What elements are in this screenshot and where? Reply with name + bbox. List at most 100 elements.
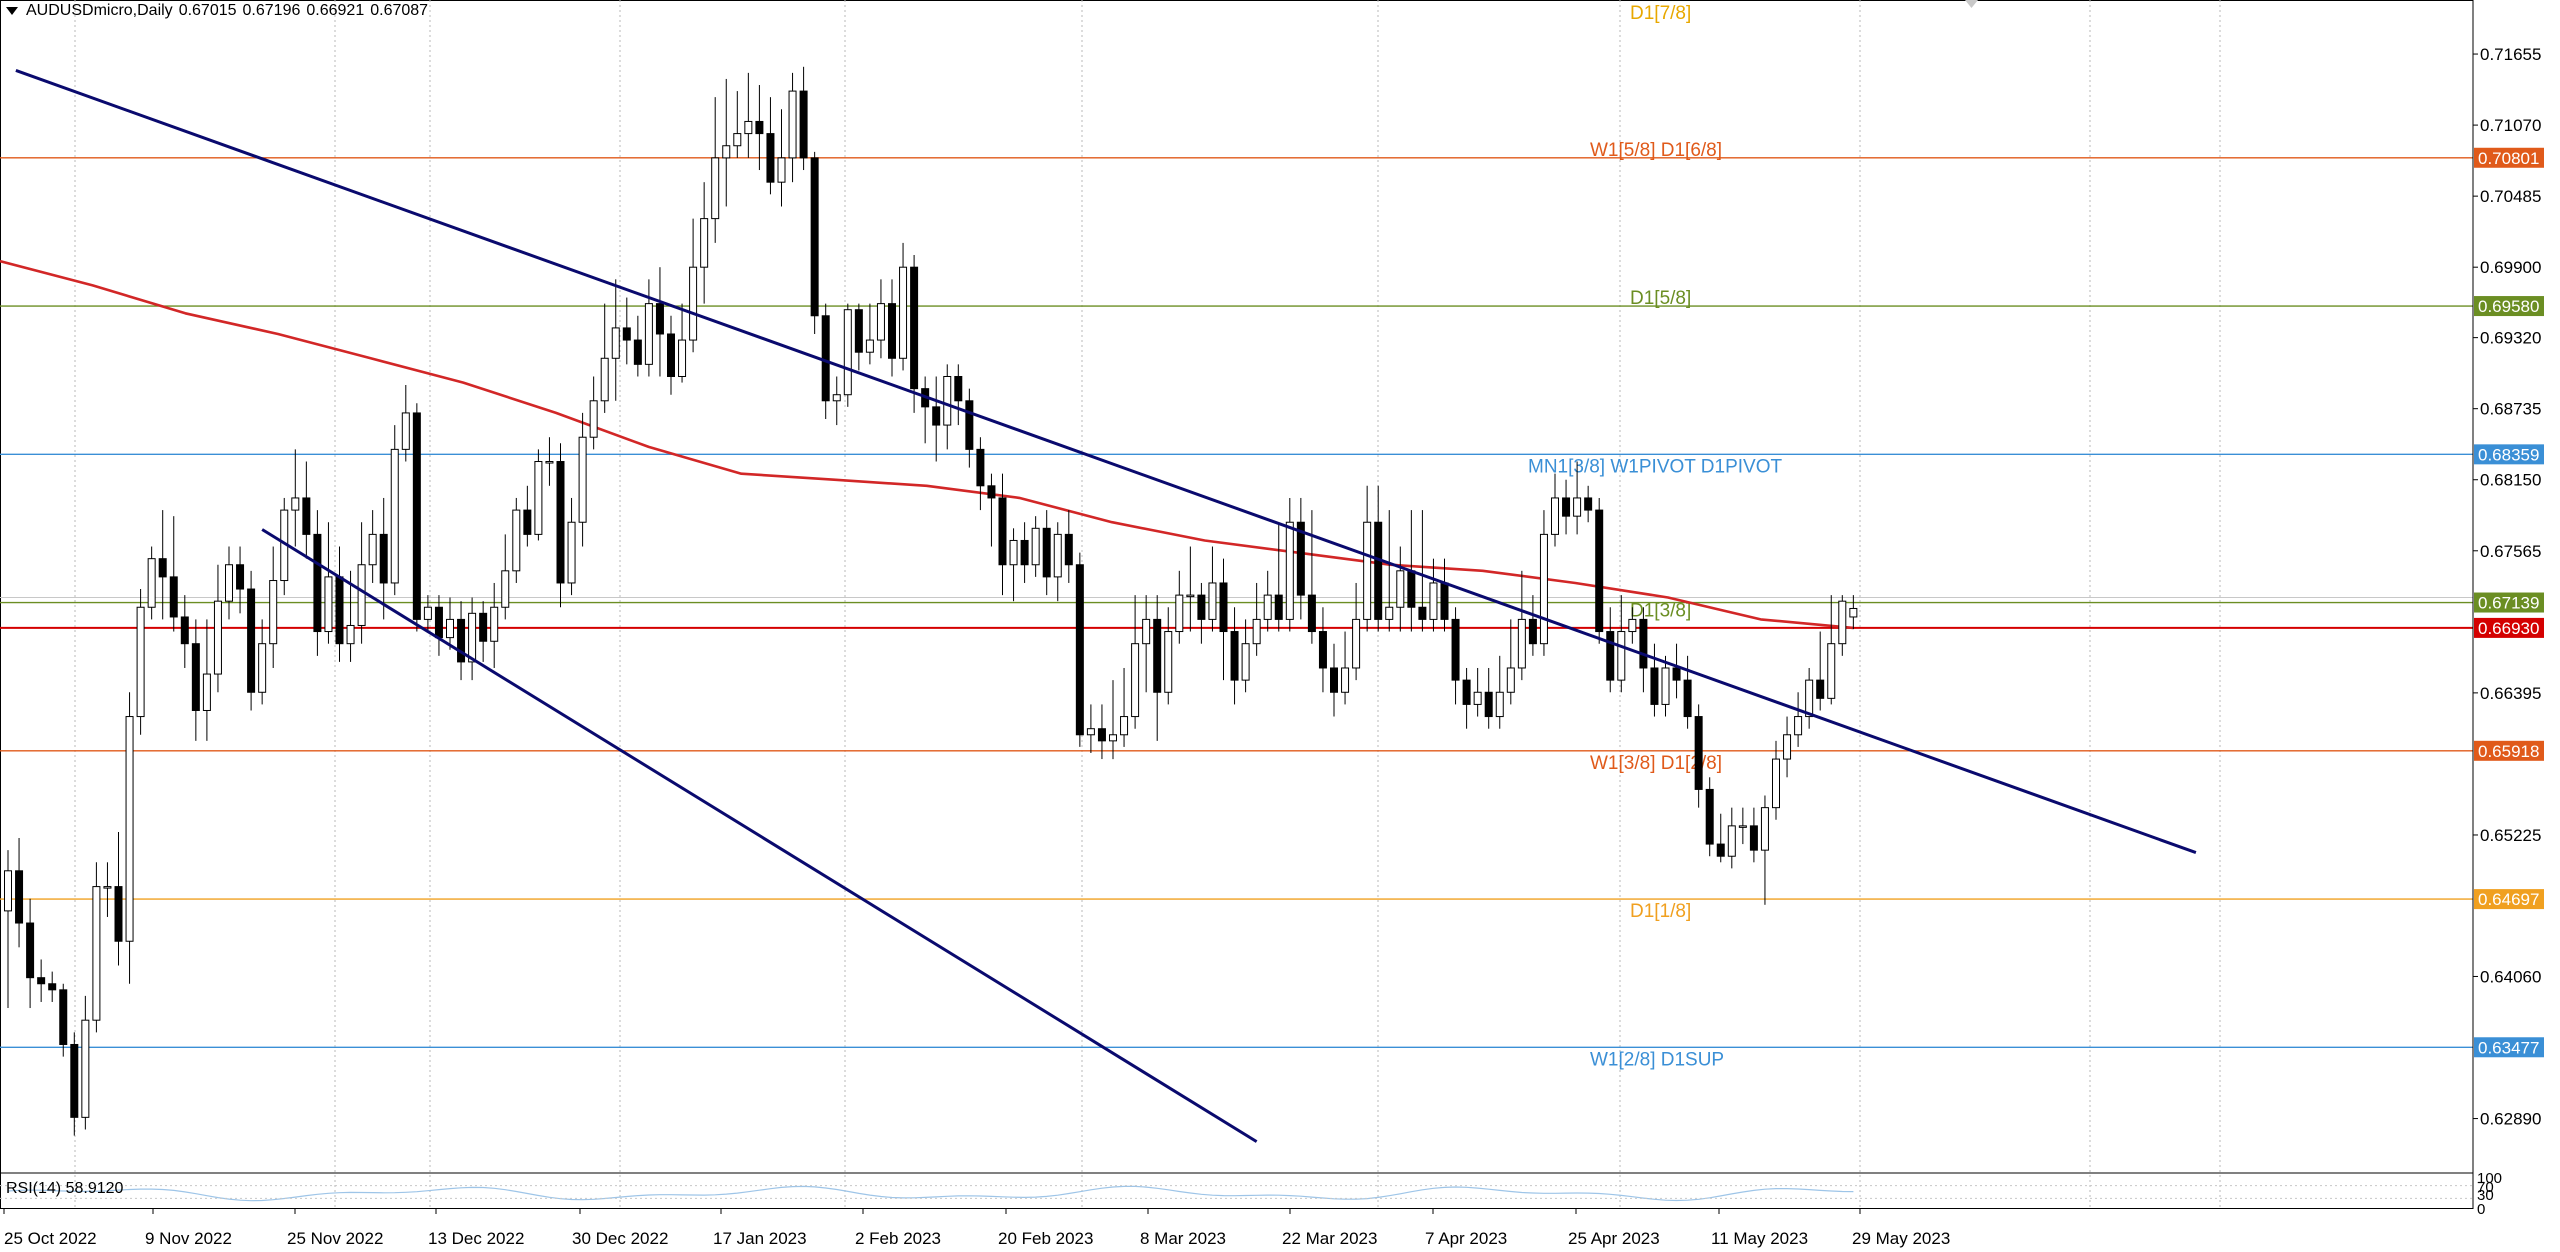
candle-bull	[357, 564, 366, 626]
candle-bull	[368, 533, 377, 566]
candle-bull	[92, 886, 101, 1021]
symbol-label: AUDUSDmicro,Daily	[26, 2, 173, 19]
candle-bear	[479, 612, 488, 642]
time-axis[interactable]: 25 Oct 2022 9 Nov 2022 25 Nov 2022 13 Dec 2…	[3, 1208, 1950, 1248]
candle-bull	[1539, 533, 1548, 645]
candle-bear	[1451, 618, 1460, 681]
candle-bear	[1418, 606, 1427, 620]
candle-bear	[26, 922, 35, 979]
time-tick-label: 11 May 2023	[1711, 1229, 1808, 1248]
candle-bear	[1274, 594, 1283, 620]
candle-bull	[1517, 618, 1526, 669]
price-tag	[2474, 740, 2544, 761]
price-tick-label: 0.69320	[2480, 329, 2541, 348]
rsi-axis-label: 70	[2477, 1179, 2494, 1196]
candle-bear	[1020, 539, 1029, 566]
time-tick-label: 8 Mar 2023	[1140, 1229, 1226, 1248]
candle-bear	[412, 412, 421, 620]
rsi-line	[7, 1185, 1854, 1202]
candle-bear	[457, 618, 466, 663]
candle-bear	[247, 588, 256, 693]
rsi-axis-label: 0	[2477, 1201, 2485, 1218]
candle-bull	[1186, 594, 1195, 598]
candle-bear	[1595, 509, 1604, 633]
price-tag	[2474, 1037, 2544, 1058]
candle-bull	[1131, 643, 1140, 718]
price-tag-label: 0.69580	[2478, 297, 2539, 316]
candle-bear	[313, 533, 322, 633]
candle-bull	[678, 339, 687, 377]
price-tick-label: 0.71070	[2480, 116, 2541, 135]
level-label: D1[7/8]	[1630, 3, 1691, 24]
price-tick-label: 0.70485	[2480, 187, 2541, 206]
channel-upper-line[interactable]	[15, 69, 2197, 854]
candle-bull	[589, 400, 598, 438]
trend-channel[interactable]	[15, 69, 2197, 1143]
level-label: MN1[3/8] W1PIVOT D1PIVOT	[1528, 456, 1783, 477]
candle-bear	[1230, 631, 1239, 681]
candle-bull	[1495, 691, 1504, 718]
candle-bear	[1296, 521, 1305, 596]
high-value: 0.67196	[242, 2, 301, 19]
candle-bull	[291, 497, 300, 511]
candle-bull	[1805, 679, 1814, 718]
level-label: W1[2/8] D1SUP	[1590, 1049, 1724, 1070]
time-tick-label: 25 Nov 2022	[287, 1229, 383, 1248]
candle-bear	[799, 90, 808, 159]
candle-bear	[1318, 631, 1327, 669]
candle-bear	[114, 886, 123, 942]
candle-bear	[1330, 667, 1338, 693]
time-tick-label: 22 Mar 2023	[1282, 1229, 1377, 1248]
price-tag	[2474, 444, 2544, 465]
candle-bear	[965, 400, 974, 450]
candle-bull	[512, 509, 521, 572]
price-tag-label: 0.64697	[2478, 890, 2539, 909]
candle-bear	[1749, 825, 1758, 851]
open-value: 0.67015	[178, 2, 237, 19]
channel-lower-line[interactable]	[261, 528, 1258, 1143]
scroll-marker-icon[interactable]	[1965, 0, 1978, 8]
level-label: D1[3/8]	[1630, 601, 1691, 622]
rsi-axis-label: 30	[2477, 1187, 2494, 1204]
price-tag-label: 0.67139	[2478, 594, 2539, 613]
menu-triangle-icon[interactable]	[6, 7, 18, 15]
candle-bull	[876, 303, 885, 341]
candle-bear	[379, 533, 388, 584]
candle-bear	[1639, 618, 1648, 669]
candle-bull	[225, 564, 233, 602]
candle-bear	[1374, 521, 1383, 620]
candle-bull	[1363, 521, 1372, 620]
candle-bull	[788, 90, 797, 159]
candles	[4, 66, 1858, 1136]
candle-bear	[1307, 594, 1316, 633]
price-tick-label: 0.68735	[2480, 400, 2541, 419]
candle-bull	[4, 870, 12, 912]
price-tick-label: 0.67565	[2480, 542, 2541, 561]
candle-bull	[269, 580, 278, 645]
time-tick-label: 25 Apr 2023	[1568, 1229, 1660, 1248]
candle-bull	[346, 624, 355, 645]
time-tick-label: 29 May 2023	[1852, 1229, 1950, 1248]
candle-bull	[832, 394, 841, 402]
price-axis[interactable]: 0.71655 0.71070 0.70485 0.69900 0.69320 0.687…	[2472, 0, 2541, 1208]
time-tick-label: 25 Oct 2022	[4, 1229, 97, 1248]
candle-bear	[37, 977, 46, 985]
price-tag	[2474, 617, 2544, 638]
candle-bear	[1075, 564, 1084, 736]
candle-bull	[1142, 618, 1151, 645]
ma-200-line	[0, 259, 1854, 630]
candle-bull	[136, 606, 145, 718]
candle-bear	[1694, 716, 1703, 790]
candle-bear	[910, 266, 919, 390]
close-value: 0.67087	[370, 2, 429, 19]
candle-bull	[1208, 582, 1217, 620]
time-tick-label: 7 Apr 2023	[1425, 1229, 1507, 1248]
candle-bull	[1838, 600, 1847, 645]
candle-bear	[302, 497, 311, 535]
candle-bull	[733, 133, 742, 147]
candle-bear	[1584, 497, 1593, 511]
candle-bull	[1573, 497, 1582, 517]
candle-bear	[1097, 728, 1106, 742]
candle-bull	[1385, 606, 1394, 620]
